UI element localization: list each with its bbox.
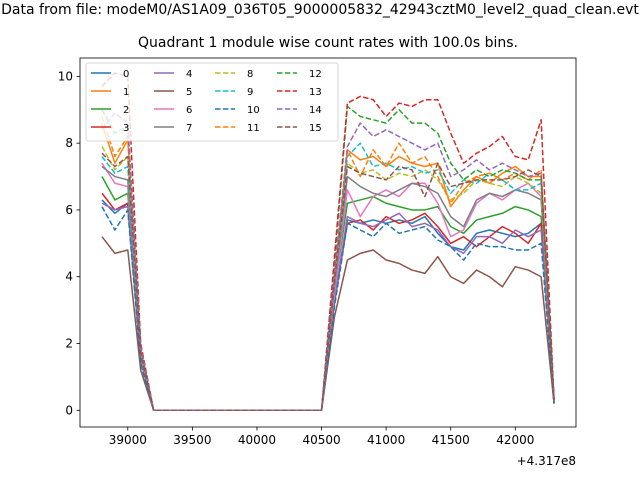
y-tick-label: 2 [65, 337, 73, 351]
x-axis-offset-label: +4.317e8 [517, 454, 576, 468]
legend-label-13: 13 [309, 87, 322, 98]
y-tick-label: 4 [65, 270, 73, 284]
series-line-3 [101, 192, 555, 412]
series-line-14 [101, 112, 555, 412]
legend-label-6: 6 [186, 105, 192, 116]
legend-label-9: 9 [247, 87, 253, 98]
legend-label-1: 1 [123, 87, 129, 98]
chart-title: Quadrant 1 module wise count rates with … [138, 35, 518, 51]
x-tick-label: 42000 [496, 433, 534, 447]
legend-label-8: 8 [247, 69, 253, 80]
series-line-0 [101, 199, 555, 412]
legend-label-14: 14 [309, 105, 322, 116]
x-tick-label: 41000 [367, 433, 405, 447]
axes-frame [79, 57, 577, 428]
figure-suptitle: Data from file: modeM0/AS1A09_036T05_900… [1, 2, 639, 18]
series-line-15 [101, 152, 555, 412]
x-axis: 39000 39500 40000 40500 41000 41500 42000 [109, 427, 534, 447]
y-tick-label: 10 [58, 69, 73, 83]
x-tick-label: 40500 [302, 433, 340, 447]
legend-label-5: 5 [186, 87, 192, 98]
series-line-5 [101, 236, 555, 412]
series-line-8 [101, 146, 555, 412]
y-tick-label: 6 [65, 203, 73, 217]
series-layer [101, 72, 555, 412]
series-line-7 [101, 165, 555, 412]
x-tick-label: 40000 [238, 433, 276, 447]
legend-label-11: 11 [247, 123, 260, 134]
legend-frame [85, 62, 339, 142]
legend-label-2: 2 [123, 105, 129, 116]
x-tick-label: 39000 [109, 433, 147, 447]
y-tick-label: 8 [65, 136, 73, 150]
legend-label-0: 0 [123, 69, 129, 80]
series-line-6 [101, 162, 555, 412]
legend-label-3: 3 [123, 123, 129, 134]
legend-label-4: 4 [186, 69, 192, 80]
series-line-9 [101, 142, 555, 412]
legend-label-7: 7 [186, 123, 192, 134]
legend-label-15: 15 [309, 123, 322, 134]
legend-label-12: 12 [309, 69, 322, 80]
legend-label-10: 10 [247, 105, 260, 116]
y-tick-label: 0 [65, 403, 73, 417]
x-tick-label: 39500 [173, 433, 211, 447]
series-line-4 [101, 202, 555, 412]
series-line-2 [101, 176, 555, 412]
x-tick-label: 41500 [432, 433, 470, 447]
y-axis: 0 2 4 6 8 10 [58, 69, 80, 417]
